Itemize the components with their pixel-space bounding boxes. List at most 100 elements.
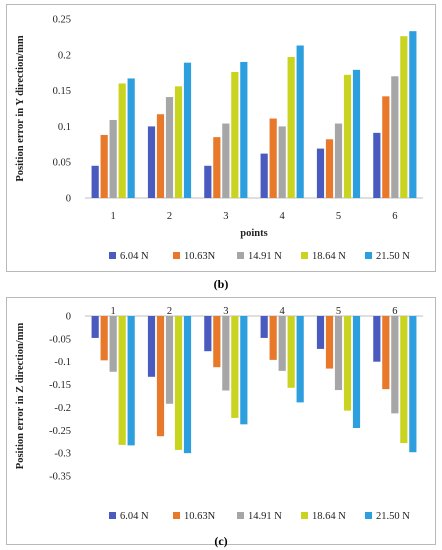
chart-c-bar [325, 316, 334, 369]
chart-c-ytick-label: 0 [66, 312, 71, 323]
chart-c-bar [174, 316, 183, 450]
chart-c-ytick-label: -0.2 [54, 403, 71, 414]
chart-b-bar [325, 139, 334, 198]
chart-b-category-label: 4 [280, 211, 286, 222]
chart-b-bar [343, 74, 352, 198]
chart-c-category-label: 3 [223, 306, 228, 317]
chart-c-bar [260, 316, 268, 338]
chart-c-legend-swatch [109, 512, 116, 519]
chart-c-bar [334, 316, 343, 391]
chart-c-ytick-label: -0.05 [49, 334, 71, 345]
chart-c-legend-label: 21.50 N [376, 511, 410, 522]
chart-c-bar [400, 316, 408, 444]
chart-c-bar [204, 316, 212, 352]
chart-b-ytick-label: 0.25 [53, 15, 71, 26]
chart-b-bar [213, 137, 221, 198]
chart-panel-b: 0 0.05 0.1 0.15 0.2 0.25 Position error in Y d… [6, 4, 436, 272]
chart-b-category-label: 1 [111, 211, 116, 222]
chart-b-bar [91, 165, 99, 198]
chart-c-ytick-label: -0.15 [49, 380, 71, 391]
chart-c-ytick-label: -0.1 [54, 357, 71, 368]
chart-c-bar [296, 316, 304, 403]
caption-c: (c) [214, 534, 228, 548]
chart-c-ytick-label: -0.3 [54, 449, 71, 460]
chart-c-legend-label: 14.91 N [248, 511, 282, 522]
chart-b-bar [373, 132, 381, 198]
chart-c-bar [127, 316, 135, 446]
chart-b-ytick-label: 0.2 [58, 50, 71, 61]
chart-b-ytick-label: 0.15 [53, 86, 71, 97]
chart-b-bar [334, 123, 343, 198]
chart-c-ytick-label: -0.25 [49, 426, 71, 437]
chart-c-bar [100, 316, 108, 361]
chart-b-bar [222, 123, 230, 198]
chart-b-ytick-label: 0.1 [58, 122, 71, 133]
chart-b-bar [204, 165, 212, 198]
chart-b-ytick-label: 0 [66, 194, 71, 205]
chart-b-bar [391, 76, 399, 198]
chart-b-legend-label: 10.63N [184, 251, 216, 262]
chart-c-category-label: 1 [111, 306, 116, 317]
chart-b-bar [296, 45, 304, 198]
chart-c-svg: 0 -0.05 -0.1 -0.15 -0.2 -0.25 -0.3 -0.35 Positio… [15, 306, 423, 522]
chart-b-legend-swatch [237, 252, 244, 259]
chart-b-bar [352, 69, 361, 198]
chart-c-bar [156, 316, 165, 437]
chart-c-bar [118, 316, 126, 445]
chart-c-ylabel: Position error in Z direction/mm [15, 323, 26, 470]
chart-b-bar [316, 148, 325, 198]
chart-c-bar [382, 316, 390, 390]
chart-b-bar [127, 78, 135, 198]
chart-c-legend-swatch [173, 512, 180, 519]
chart-b-bar [278, 126, 286, 198]
chart-b-bar [174, 86, 183, 198]
chart-c-bar [269, 316, 277, 360]
chart-panel-c: 0 -0.05 -0.1 -0.15 -0.2 -0.25 -0.3 -0.35 Positio… [6, 297, 436, 545]
chart-c-bar [343, 316, 352, 411]
chart-c-legend-label: 18.64 N [312, 511, 346, 522]
chart-b-legend-label: 14.91 N [248, 251, 282, 262]
chart-b-ylabel: Position error in Y direction/mm [15, 35, 26, 181]
chart-c-bar [409, 316, 417, 453]
chart-b-bar [287, 56, 295, 198]
chart-c-bar [352, 316, 361, 428]
chart-b-bar [240, 61, 248, 199]
chart-c-bar [287, 316, 295, 388]
chart-b-bar [147, 126, 156, 198]
chart-b-bar [109, 119, 117, 198]
chart-c-bar [231, 316, 239, 418]
chart-b-legend-swatch [365, 252, 372, 259]
chart-b-category-label: 2 [167, 211, 172, 222]
chart-c-bar [183, 316, 192, 454]
chart-c-bar [240, 316, 248, 425]
chart-c-bar [391, 316, 399, 414]
chart-b-legend-label: 6.04 N [120, 251, 149, 262]
chart-b-legend-label: 18.64 N [312, 251, 346, 262]
chart-c-bar [316, 316, 325, 349]
chart-b-ytick-label: 0.05 [53, 158, 71, 169]
caption-b: (b) [213, 277, 229, 291]
chart-b-bar [100, 134, 108, 198]
chart-b-bar [269, 118, 277, 198]
chart-b-category-label: 5 [336, 211, 341, 222]
chart-b-bar [260, 153, 268, 198]
chart-b-svg: 0 0.05 0.1 0.15 0.2 0.25 Position error in Y d… [15, 15, 423, 262]
chart-c-bar [109, 316, 117, 372]
chart-c-category-label: 6 [392, 306, 397, 317]
chart-c-legend-swatch [365, 512, 372, 519]
chart-b-bar [400, 36, 408, 199]
chart-c-bar [373, 316, 381, 362]
chart-b-bar [231, 71, 239, 198]
chart-c-legend-swatch [301, 512, 308, 519]
chart-b-xlabel: points [240, 228, 267, 239]
chart-b-bar [156, 114, 165, 198]
chart-b-legend-label: 21.50 N [376, 251, 410, 262]
chart-b-legend-swatch [173, 252, 180, 259]
chart-c-legend-swatch [237, 512, 244, 519]
chart-c-bar [213, 316, 221, 368]
chart-c-category-label: 5 [336, 306, 341, 317]
chart-c-bar [147, 316, 156, 377]
chart-b-legend-swatch [109, 252, 116, 259]
chart-c-legend-label: 10.63N [184, 511, 216, 522]
chart-b-category-label: 6 [392, 211, 397, 222]
